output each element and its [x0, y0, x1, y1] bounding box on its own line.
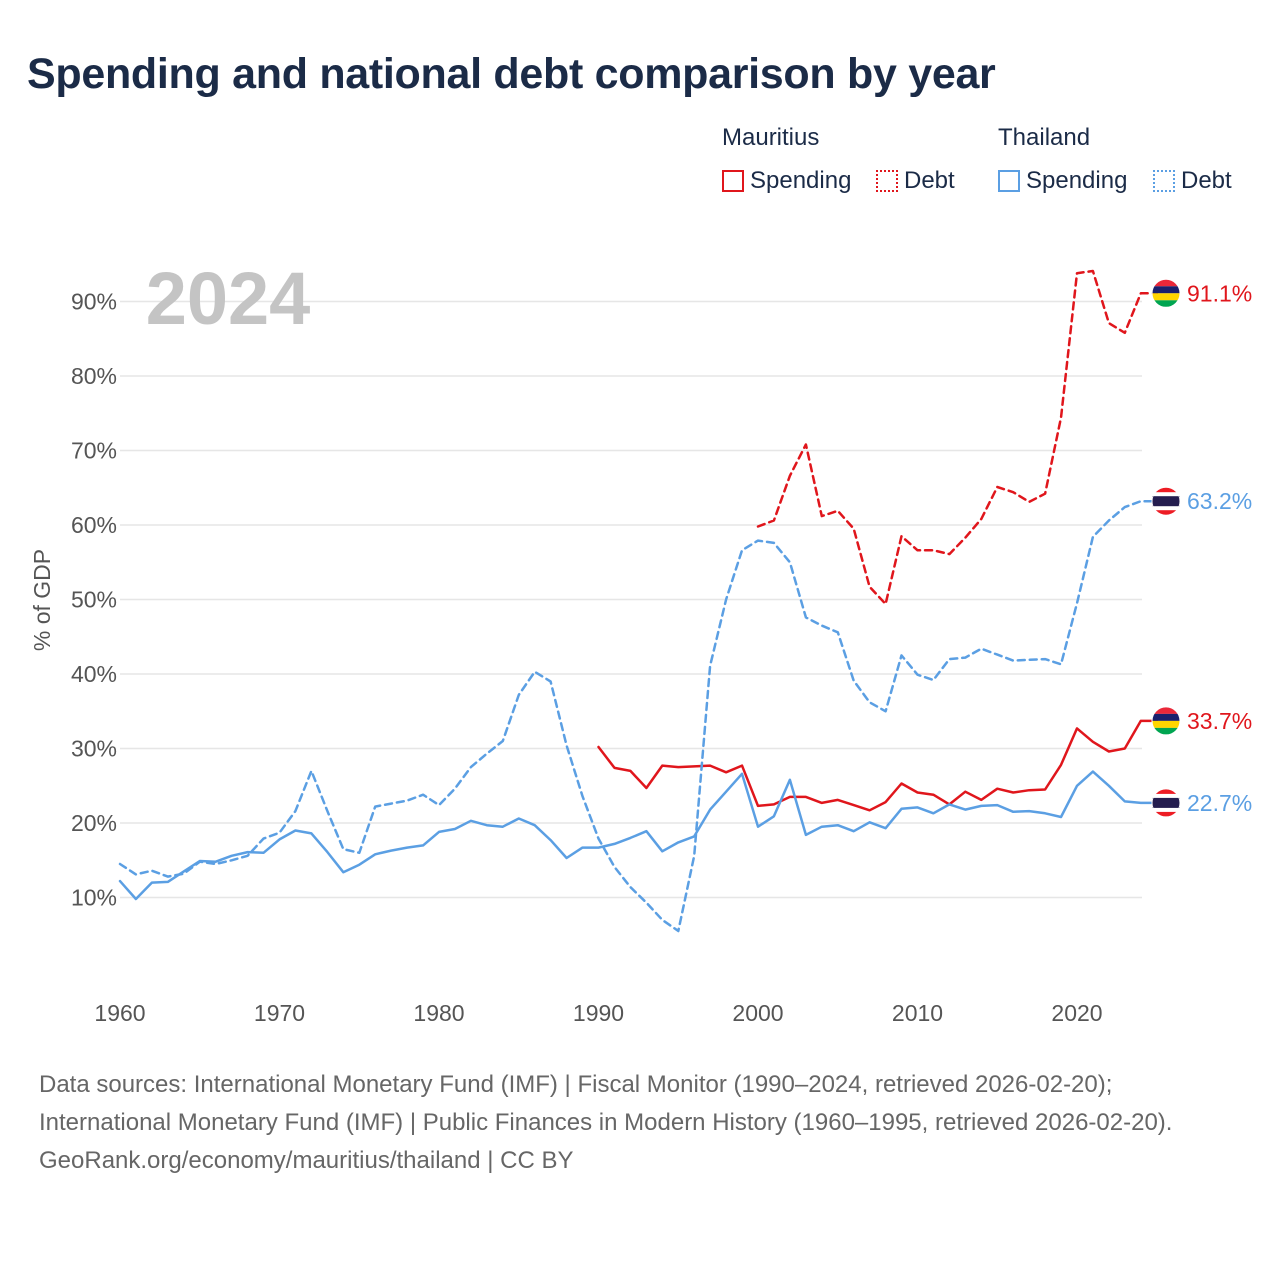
series-line-thailand-spending[interactable]	[118, 770, 1159, 901]
data-sources: Data sources: International Monetary Fun…	[39, 1071, 1173, 1136]
y-tick-label: 30%	[71, 736, 117, 762]
x-tick-label: 2020	[1051, 1000, 1102, 1026]
thailand-flag-icon	[1151, 486, 1181, 516]
legend-label: Spending	[750, 167, 852, 194]
legend-label: Spending	[1026, 167, 1128, 194]
thailand-flag-icon	[1151, 788, 1181, 818]
chart-title: Spending and national debt comparison by…	[27, 50, 996, 98]
mauritius-flag-icon	[1151, 278, 1181, 308]
series-line-mauritius-debt[interactable]	[756, 269, 1159, 606]
y-tick-label: 70%	[71, 438, 117, 464]
end-value-label: 22.7%	[1187, 790, 1252, 816]
source-credit-link[interactable]: GeoRank.org/economy/mauritius/thailand |…	[39, 1147, 574, 1174]
end-value-label: 91.1%	[1187, 280, 1252, 306]
y-tick-label: 10%	[71, 885, 117, 911]
footer: Data sources: International Monetary Fun…	[39, 1066, 1239, 1180]
y-tick-label: 80%	[71, 363, 117, 389]
y-tick-label: 40%	[71, 661, 117, 687]
legend-label: Debt	[1181, 167, 1232, 194]
y-axis-ticks: 10% 20% 30% 40% 50% 60% 70% 80% 90%	[71, 289, 117, 911]
y-tick-label: 50%	[71, 587, 117, 613]
end-value-label: 63.2%	[1187, 488, 1252, 514]
mauritius-flag-icon	[1151, 706, 1181, 736]
legend-item-mauritius-spending[interactable]: Spending	[722, 166, 851, 196]
x-tick-label: 1960	[94, 1000, 145, 1026]
legend-label: Debt	[904, 167, 955, 194]
legend-swatch-solid-red	[722, 170, 744, 192]
legend-item-thailand-debt[interactable]: Debt	[1153, 166, 1232, 196]
x-tick-label: 1970	[254, 1000, 305, 1026]
gridlines	[120, 300, 1142, 899]
y-tick-label: 60%	[71, 512, 117, 538]
series-line-mauritius-spending[interactable]	[597, 719, 1159, 812]
x-tick-label: 1990	[573, 1000, 624, 1026]
end-value-label: 33.7%	[1187, 708, 1252, 734]
y-tick-label: 20%	[71, 810, 117, 836]
y-tick-label: 90%	[71, 289, 117, 315]
end-markers: 33.7% 91.1% 22.7% 63.2%	[1151, 278, 1252, 818]
legend-group-thailand: Thailand	[998, 124, 1091, 151]
x-tick-label: 2000	[732, 1000, 783, 1026]
x-tick-label: 2010	[892, 1000, 943, 1026]
year-watermark: 2024	[146, 257, 311, 340]
y-axis-label: % of GDP	[29, 549, 55, 651]
x-axis-ticks: 1960 1970 1980 1990 2000 2010 2020	[94, 1000, 1102, 1026]
series-lines	[118, 269, 1159, 933]
legend-swatch-solid-blue	[998, 170, 1020, 192]
x-tick-label: 1980	[413, 1000, 464, 1026]
legend-swatch-dotted-red	[876, 170, 898, 192]
legend-swatch-dotted-blue	[1153, 170, 1175, 192]
legend-group-mauritius: Mauritius	[722, 124, 820, 151]
legend-item-mauritius-debt[interactable]: Debt	[876, 166, 955, 196]
line-chart: 10% 20% 30% 40% 50% 60% 70% 80% 90% 1960 1970 1980…	[29, 257, 1252, 1026]
series-line-thailand-debt[interactable]	[118, 499, 1159, 933]
legend-item-thailand-spending[interactable]: Spending	[998, 166, 1127, 196]
